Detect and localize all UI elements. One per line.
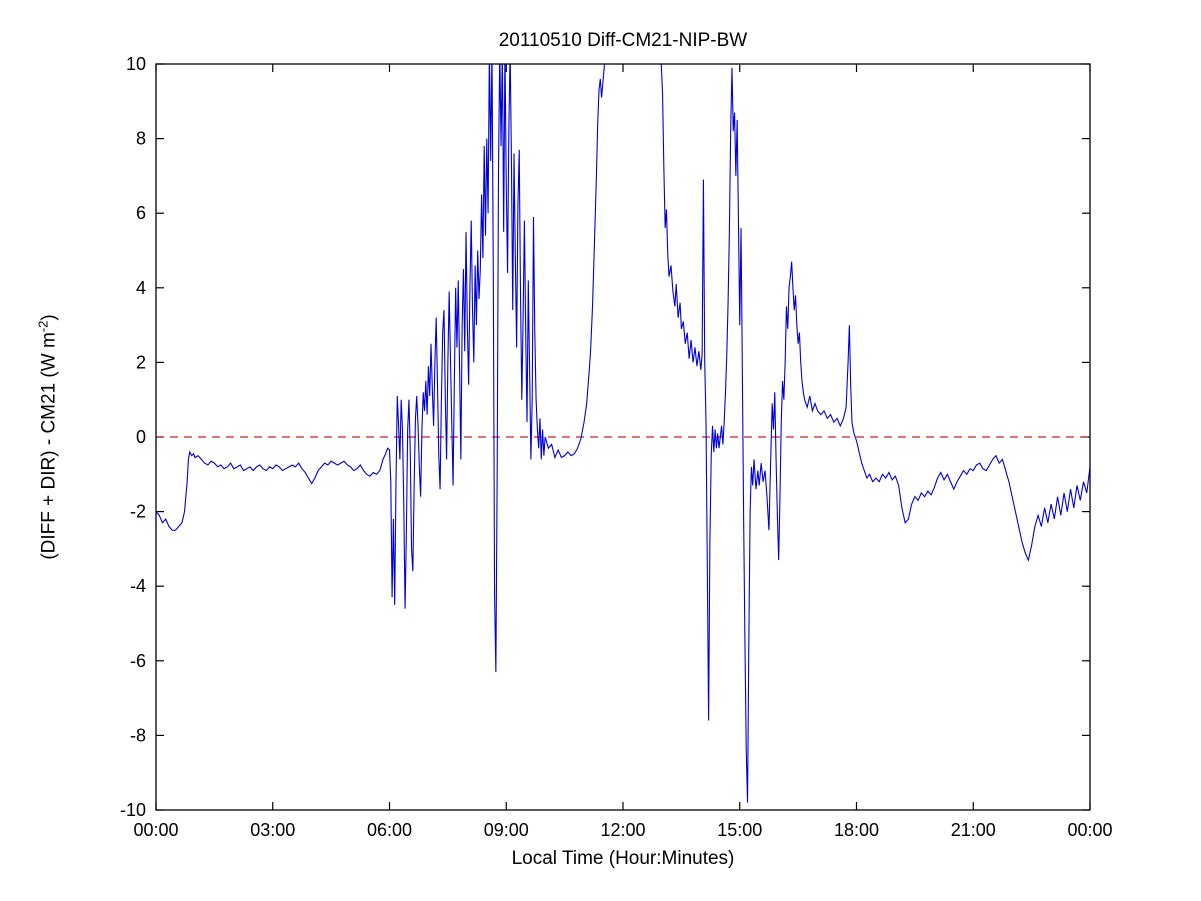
- y-tick-label: -2: [130, 502, 146, 522]
- x-axis-label: Local Time (Hour:Minutes): [511, 848, 735, 869]
- y-axis-label-superscript: -2: [35, 320, 51, 333]
- x-tick-label: 09:00: [484, 820, 529, 840]
- y-tick-label: -4: [130, 576, 146, 596]
- x-tick-label: 12:00: [600, 820, 645, 840]
- data-series-line: [156, 64, 1090, 803]
- chart-title: 20110510 Diff-CM21-NIP-BW: [498, 30, 748, 51]
- plot-box: [155, 63, 1091, 811]
- x-tick-label: 21:00: [951, 820, 996, 840]
- x-tick-label: 18:00: [834, 820, 879, 840]
- y-axis-label: (DIFF + DIR) - CM21 (W m-2): [35, 314, 60, 559]
- y-tick-label: -8: [130, 725, 146, 745]
- y-tick-label: 4: [136, 278, 146, 298]
- y-tick-label: -6: [130, 651, 146, 671]
- axis-tick-labels: 00:00 03:00 06:00 09:00 12:00 15:00 18:00 21:00…: [120, 54, 1113, 840]
- y-tick-label: 6: [136, 203, 146, 223]
- y-axis-label-text: (DIFF + DIR) - CM21 (W m: [38, 332, 60, 560]
- y-axis-label-close: ): [38, 314, 60, 321]
- y-tick-label: 10: [126, 54, 146, 74]
- y-tick-label: 8: [136, 129, 146, 149]
- x-tick-label: 06:00: [367, 820, 412, 840]
- y-tick-label: 2: [136, 352, 146, 372]
- x-tick-label: 15:00: [717, 820, 762, 840]
- x-tick-label: 03:00: [250, 820, 295, 840]
- y-tick-label: 0: [136, 427, 146, 447]
- x-tick-label: 00:00: [1067, 820, 1112, 840]
- y-tick-label: -10: [120, 800, 146, 820]
- x-tick-label: 00:00: [133, 820, 178, 840]
